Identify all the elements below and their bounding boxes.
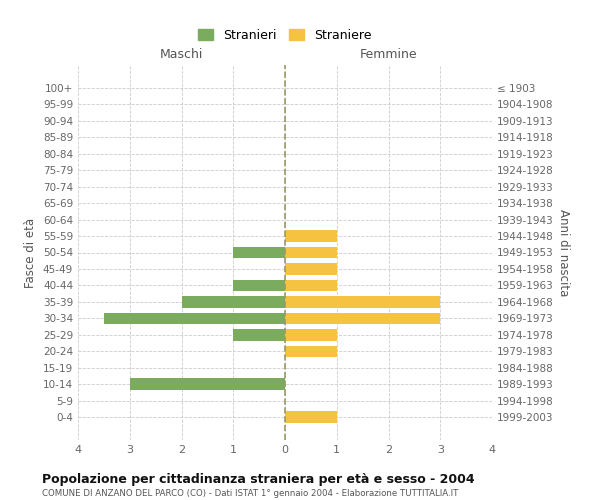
- Bar: [182, 296, 285, 308]
- Text: Maschi: Maschi: [160, 48, 203, 61]
- Bar: [233, 280, 285, 291]
- Bar: [285, 412, 337, 423]
- Bar: [285, 296, 440, 308]
- Bar: [285, 280, 337, 291]
- Bar: [285, 230, 337, 242]
- Bar: [285, 246, 337, 258]
- Bar: [285, 263, 337, 274]
- Text: COMUNE DI ANZANO DEL PARCO (CO) - Dati ISTAT 1° gennaio 2004 - Elaborazione TUTT: COMUNE DI ANZANO DEL PARCO (CO) - Dati I…: [42, 489, 458, 498]
- Bar: [233, 329, 285, 340]
- Bar: [104, 312, 285, 324]
- Text: Femmine: Femmine: [359, 48, 418, 61]
- Bar: [285, 312, 440, 324]
- Y-axis label: Anni di nascita: Anni di nascita: [557, 209, 570, 296]
- Bar: [233, 246, 285, 258]
- Legend: Stranieri, Straniere: Stranieri, Straniere: [192, 22, 378, 48]
- Y-axis label: Fasce di età: Fasce di età: [25, 218, 37, 288]
- Bar: [285, 329, 337, 340]
- Bar: [285, 346, 337, 357]
- Bar: [130, 378, 285, 390]
- Text: Popolazione per cittadinanza straniera per età e sesso - 2004: Popolazione per cittadinanza straniera p…: [42, 472, 475, 486]
